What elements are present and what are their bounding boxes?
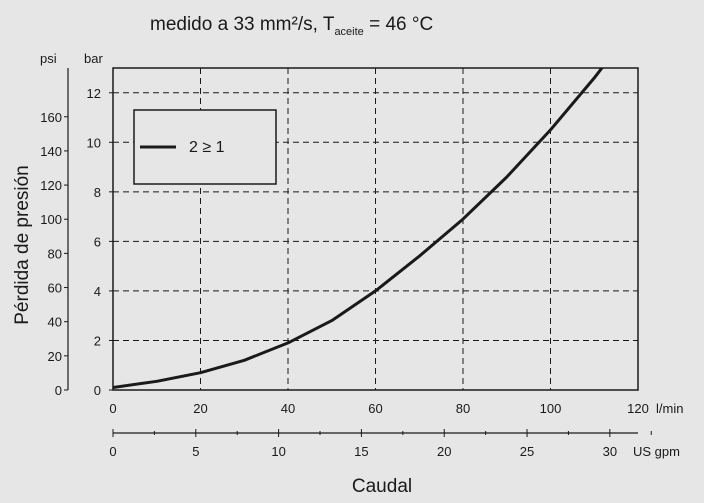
gpm-tick-label: 20: [437, 444, 451, 459]
x-axis-title: Caudal: [352, 476, 412, 497]
bar-tick-label: 4: [94, 284, 101, 299]
gpm-tick-label: 10: [271, 444, 285, 459]
lmin-tick-label: 40: [281, 401, 295, 416]
legend: 2 ≥ 1: [134, 110, 276, 184]
psi-tick-label: 100: [40, 212, 62, 227]
psi-unit-label: psi: [40, 51, 57, 66]
title-prefix: medido a 33 mm²/s, T: [150, 14, 335, 35]
gpm-tick-label: 25: [520, 444, 534, 459]
gpm-unit-label: US gpm: [633, 444, 680, 459]
gpm-tick-label: 5: [192, 444, 199, 459]
lmin-tick-label: 100: [540, 401, 562, 416]
lmin-tick-label: 120: [627, 401, 649, 416]
lmin-tick-label: 60: [368, 401, 382, 416]
lmin-tick-label: 20: [193, 401, 207, 416]
gpm-tick-label: 15: [354, 444, 368, 459]
psi-tick-label: 20: [48, 349, 62, 364]
bar-tick-label: 0: [94, 383, 101, 398]
psi-tick-label: 0: [55, 383, 62, 398]
lmin-tick-label: 0: [109, 401, 116, 416]
lmin-unit-label: l/min: [656, 401, 683, 416]
psi-tick-label: 140: [40, 144, 62, 159]
legend-label: 2 ≥ 1: [189, 139, 225, 156]
y-axis-title: Pérdida de presión: [12, 165, 33, 325]
bar-tick-label: 6: [94, 234, 101, 249]
bar-tick-label: 2: [94, 333, 101, 348]
title-subscript: aceite: [334, 26, 363, 38]
bar-tick-label: 12: [87, 86, 101, 101]
lmin-tick-label: 80: [456, 401, 470, 416]
bar-tick-label: 10: [87, 135, 101, 150]
gpm-tick-label: 0: [109, 444, 116, 459]
title-suffix: = 46 °C: [364, 14, 433, 35]
bar-tick-label: 8: [94, 185, 101, 200]
psi-tick-label: 120: [40, 178, 62, 193]
psi-tick-label: 60: [48, 281, 62, 296]
gpm-tick-label: 30: [603, 444, 617, 459]
psi-tick-label: 40: [48, 315, 62, 330]
chart-title: medido a 33 mm²/s, Taceite = 46 °C: [150, 14, 433, 38]
psi-tick-label: 80: [48, 246, 62, 261]
psi-tick-label: 160: [40, 110, 62, 125]
bar-unit-label: bar: [84, 51, 103, 66]
